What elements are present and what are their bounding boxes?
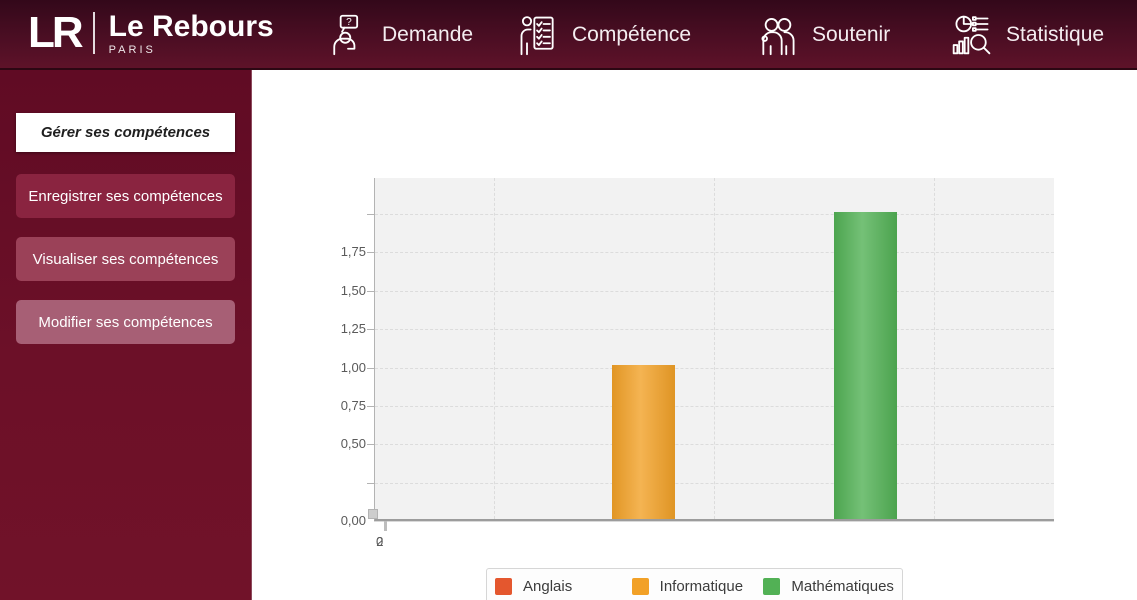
y-axis-label: 1,50	[340, 283, 366, 298]
x-axis-label: 02	[376, 534, 383, 549]
y-axis-label: 0,50	[340, 436, 366, 451]
legend-label: Informatique	[659, 577, 744, 595]
y-axis-label: 1,25	[340, 321, 366, 336]
y-axis-label: 0,75	[340, 398, 366, 413]
nav-label-competence: Compétence	[572, 23, 692, 46]
top-navigation-bar: LR Le Rebours PARIS ? Demande	[0, 0, 1137, 70]
brand-text: Le Rebours PARIS	[108, 9, 274, 56]
nav-label-soutenir: Soutenir	[812, 23, 891, 46]
y-axis-tick	[367, 406, 374, 407]
svg-text:?: ?	[346, 17, 352, 28]
legend-swatch-informatique	[631, 577, 649, 595]
sidebar-item-label: Gérer ses compétences	[40, 124, 211, 141]
sidebar-item-enregistrer-competences[interactable]: Enregistrer ses compétences	[16, 174, 235, 218]
sidebar-item-label: Visualiser ses compétences	[32, 250, 219, 268]
y-axis-label: 1,00	[340, 360, 366, 375]
axis-origin-handle	[368, 509, 378, 519]
logo-monogram: LR	[28, 8, 84, 57]
sidebar-item-visualiser-competences[interactable]: Visualiser ses compétences	[16, 237, 235, 281]
gridline-v	[494, 178, 495, 519]
sidebar: Gérer ses compétences Enregistrer ses co…	[0, 70, 252, 600]
y-axis-tick	[367, 329, 374, 330]
person-checklist-icon	[516, 13, 560, 57]
gridline-v	[934, 178, 935, 519]
stats-magnifier-icon	[950, 13, 994, 57]
chart-plot-area	[374, 178, 1054, 521]
legend-item-mathematiques: Mathématiques	[763, 576, 902, 596]
y-axis-label: 1,75	[340, 244, 366, 259]
legend-swatch-mathematiques	[763, 577, 781, 595]
brand-logo: LR Le Rebours PARIS	[28, 8, 274, 58]
legend-label: Mathématiques	[791, 577, 894, 595]
legend-item-informatique: Informatique	[631, 576, 764, 596]
legend-swatch-anglais	[495, 577, 512, 595]
person-question-icon: ?	[326, 13, 370, 57]
sidebar-item-label: Enregistrer ses compétences	[28, 187, 223, 205]
nav-item-soutenir[interactable]: Soutenir	[756, 0, 890, 70]
sidebar-item-gerer-competences[interactable]: Gérer ses compétences	[16, 113, 235, 152]
x-axis-tick	[384, 521, 387, 531]
y-axis-tick	[367, 368, 374, 369]
y-axis-tick	[367, 291, 374, 292]
legend-item-anglais: Anglais	[495, 576, 632, 596]
nav-label-statistique: Statistique	[1006, 23, 1105, 46]
bar-informatique	[612, 365, 675, 519]
y-axis-label: 0,00	[340, 513, 366, 528]
brand-name: Le Rebours	[108, 9, 274, 43]
nav-item-demande[interactable]: ? Demande	[326, 0, 473, 70]
sidebar-item-label: Modifier ses compétences	[38, 313, 213, 331]
y-axis-tick	[367, 252, 374, 253]
legend-label: Anglais	[523, 577, 573, 595]
nav-item-statistique[interactable]: Statistique	[950, 0, 1104, 70]
y-axis-tick	[367, 214, 374, 215]
sidebar-item-modifier-competences[interactable]: Modifier ses compétences	[16, 300, 235, 344]
y-axis-tick	[367, 444, 374, 445]
nav-label-demande: Demande	[382, 23, 474, 46]
nav-item-competence[interactable]: Compétence	[516, 0, 691, 70]
y-axis-tick	[367, 483, 374, 484]
bar-mathematiques	[834, 212, 897, 519]
two-people-icon	[756, 13, 800, 57]
logo-divider	[92, 12, 95, 54]
gridline-v	[714, 178, 715, 519]
brand-subtitle: PARIS	[108, 43, 156, 56]
chart-legend: Anglais Informatique Mathématiques	[486, 568, 903, 600]
